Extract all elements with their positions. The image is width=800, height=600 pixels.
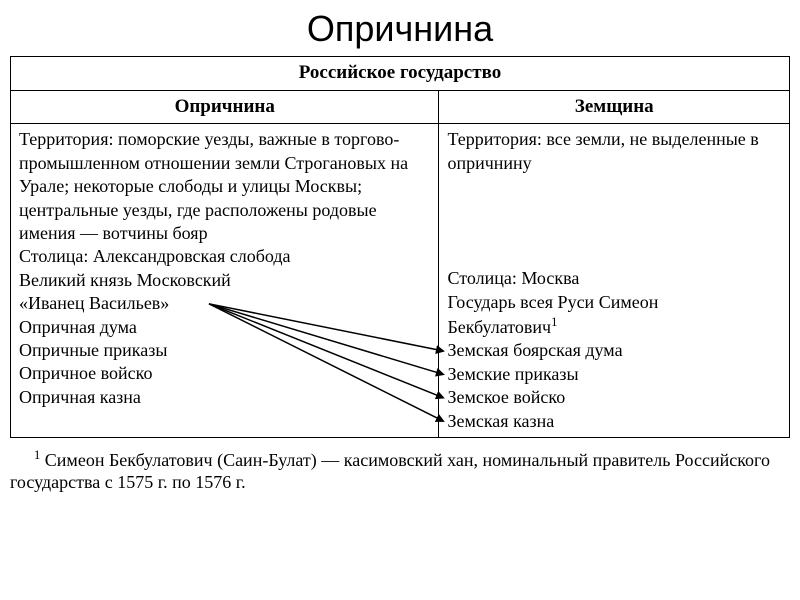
footnote-text: Симеон Бекбулатович (Саин-Булат) — касим… <box>10 450 770 493</box>
right-army: Земское войско <box>447 386 781 409</box>
right-duma: Земская боярская дума <box>447 339 781 362</box>
left-territory: Территория: поморские уезды, важные в то… <box>19 128 430 245</box>
left-army: Опричное войско <box>19 362 430 385</box>
left-ruler-line1: Великий князь Московский <box>19 269 430 292</box>
right-prikazy: Земские приказы <box>447 363 781 386</box>
right-territory: Территория: все земли, не выделенные в о… <box>447 128 781 175</box>
page-title: Опричнина <box>10 8 790 50</box>
cell-left: Территория: поморские уезды, важные в то… <box>11 124 439 438</box>
comparison-table: Российское государство Опричнина Земщина… <box>10 56 790 438</box>
col-header-left: Опричнина <box>11 90 439 124</box>
right-ruler-line1: Государь всея Руси Симеон <box>447 291 781 314</box>
spacer <box>447 175 781 267</box>
table-header-main: Российское государство <box>11 57 790 91</box>
right-ruler-line2: Бекбулатович1 <box>447 314 781 339</box>
left-prikazy: Опричные приказы <box>19 339 430 362</box>
right-ruler-sup: 1 <box>551 315 557 329</box>
right-ruler-name: Бекбулатович <box>447 317 551 337</box>
col-header-right: Земщина <box>439 90 790 124</box>
left-ruler-line2: «Иванец Васильев» <box>19 292 430 315</box>
table-row: Территория: поморские уезды, важные в то… <box>11 124 790 438</box>
left-capital: Столица: Александровская слобода <box>19 245 430 268</box>
left-duma: Опричная дума <box>19 316 430 339</box>
right-treasury: Земская казна <box>447 410 781 433</box>
right-capital: Столица: Москва <box>447 267 781 290</box>
cell-right: Территория: все земли, не выделенные в о… <box>439 124 790 438</box>
footnote: 1 Симеон Бекбулатович (Саин-Булат) — кас… <box>10 448 790 494</box>
left-treasury: Опричная казна <box>19 386 430 409</box>
